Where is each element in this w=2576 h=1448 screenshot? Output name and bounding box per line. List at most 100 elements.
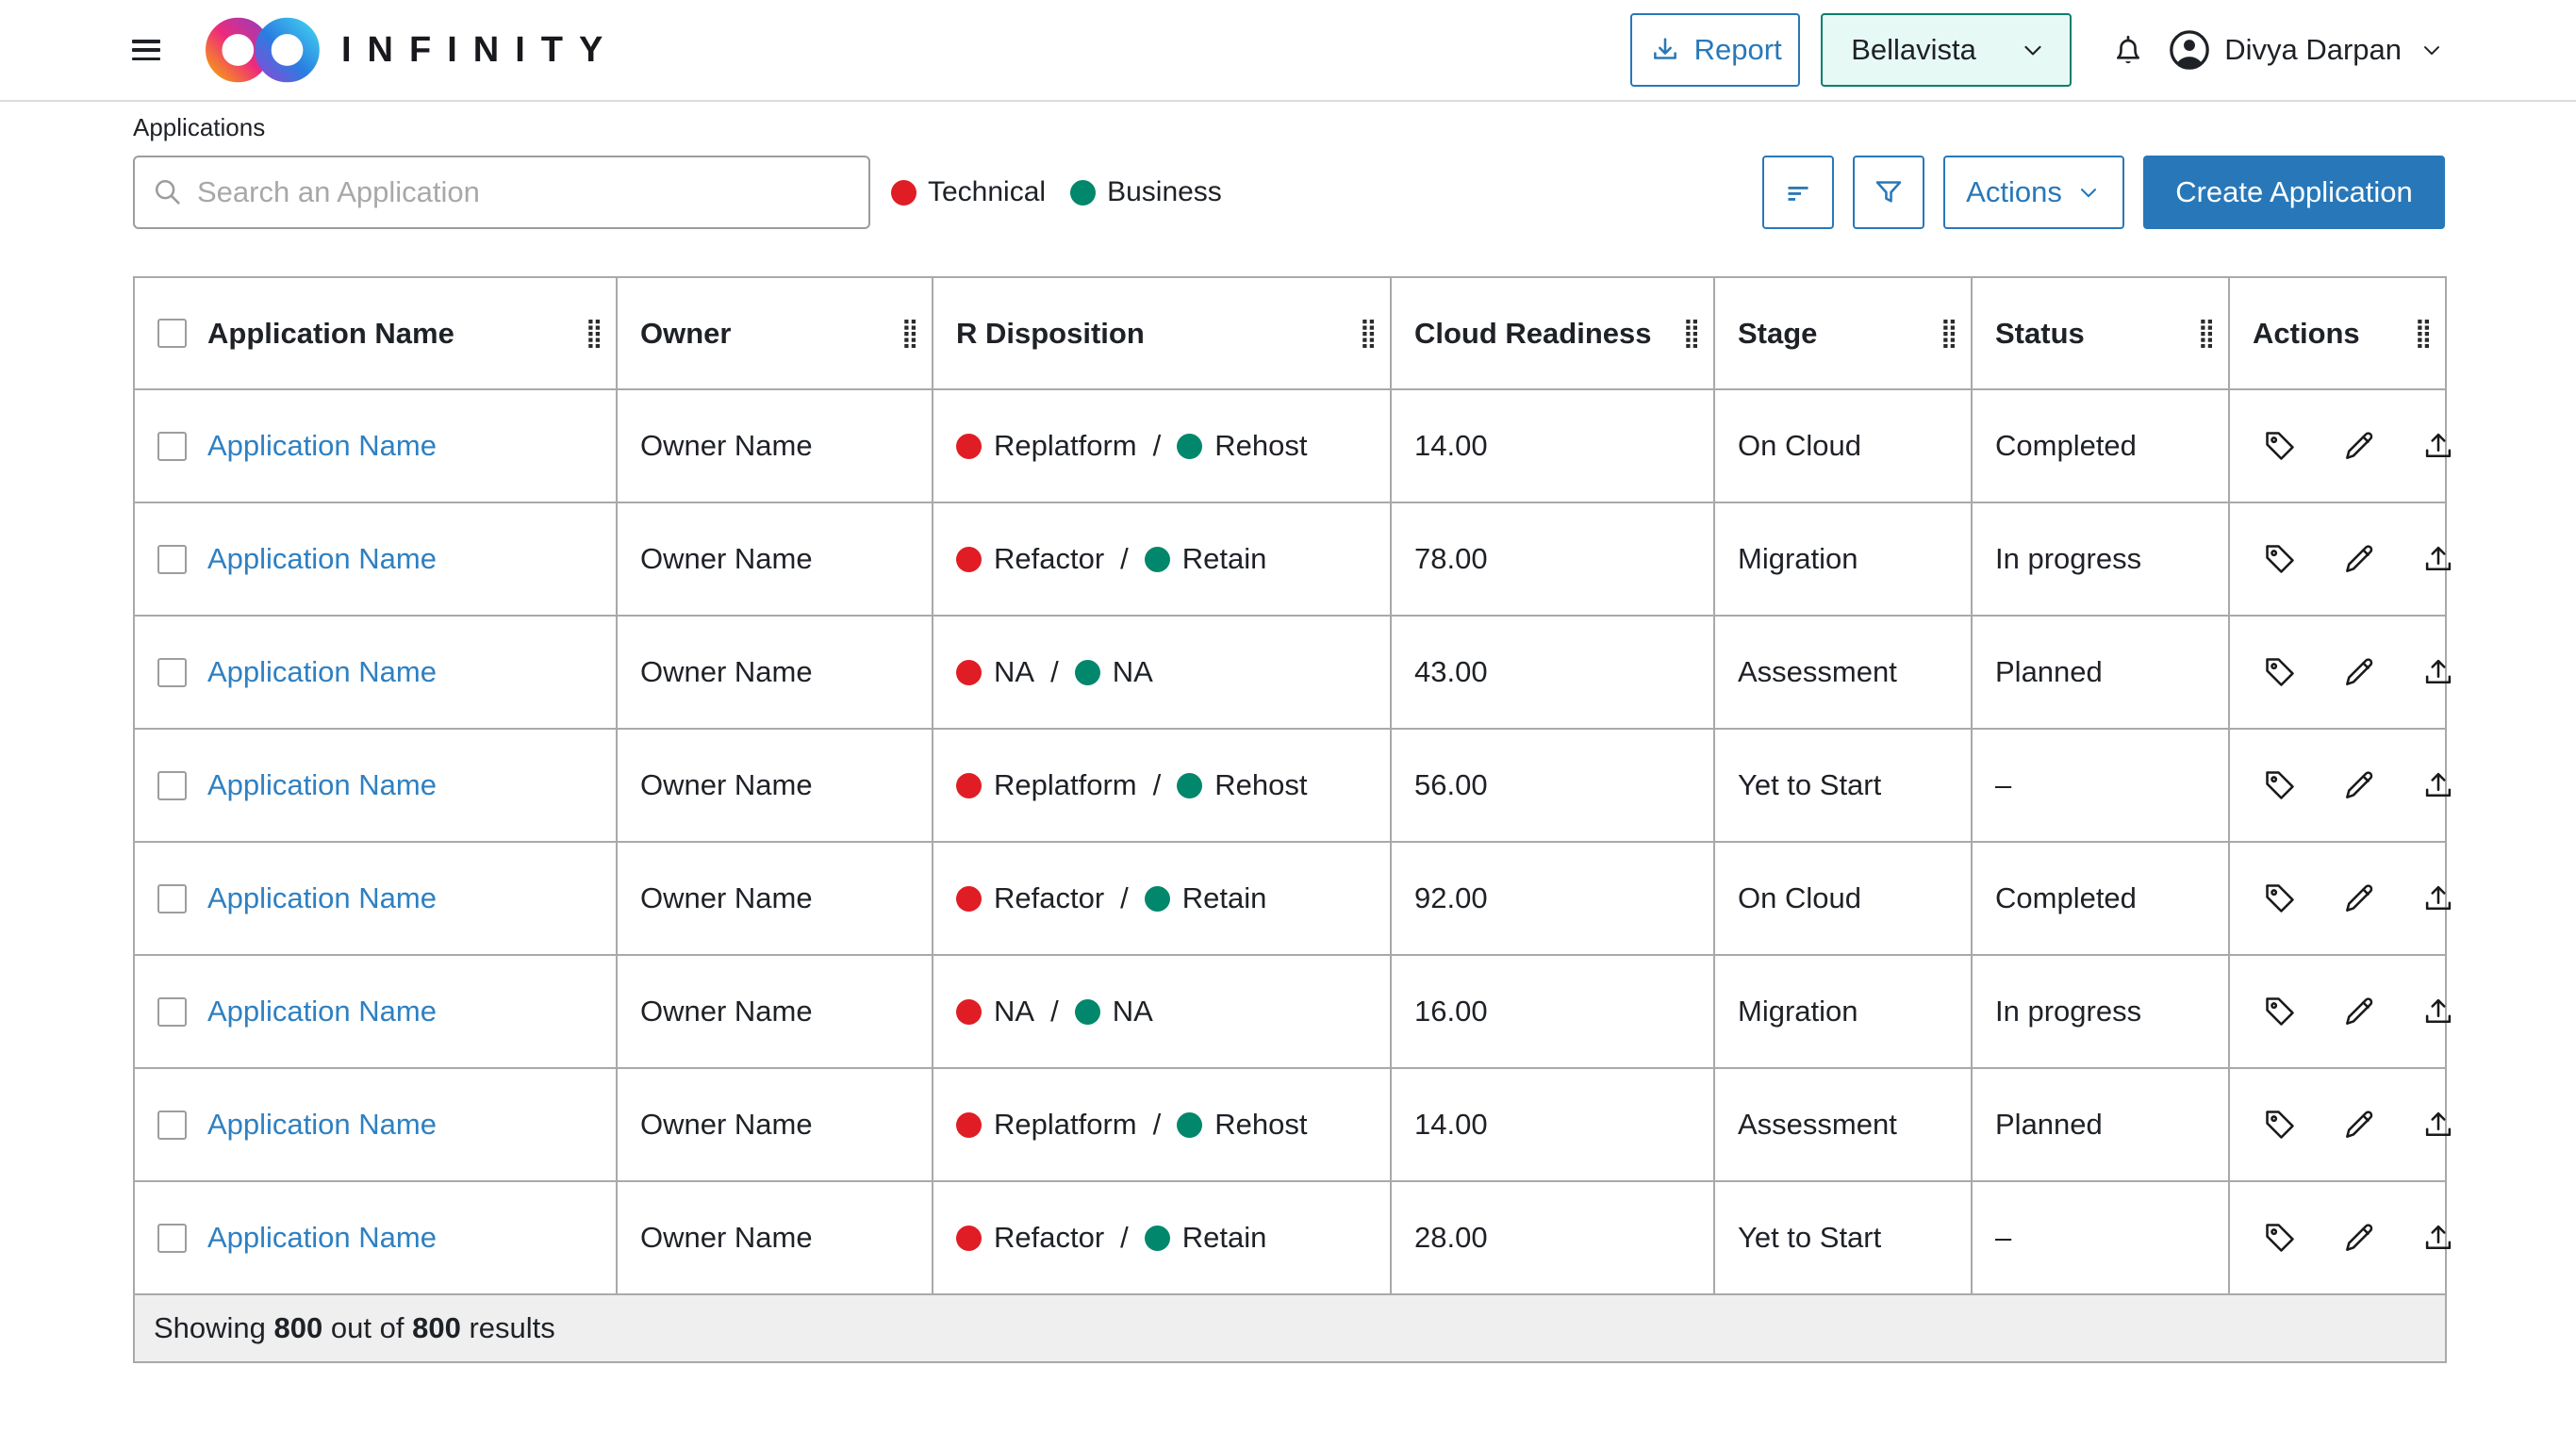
upload-icon[interactable] xyxy=(2420,1107,2456,1143)
column-header-status[interactable]: Status xyxy=(1971,276,2230,390)
upload-icon[interactable] xyxy=(2420,541,2456,577)
tag-icon[interactable] xyxy=(2262,428,2298,464)
report-button[interactable]: Report xyxy=(1630,13,1801,87)
column-header-application-name[interactable]: Application Name xyxy=(133,276,618,390)
row-checkbox[interactable] xyxy=(157,431,187,461)
report-label: Report xyxy=(1693,33,1782,66)
row-checkbox[interactable] xyxy=(157,657,187,687)
drag-handle-icon[interactable] xyxy=(588,319,601,348)
drag-handle-icon[interactable] xyxy=(904,319,916,348)
workspace-selector[interactable]: Bellavista xyxy=(1821,13,2072,87)
application-name-link[interactable]: Application Name xyxy=(207,429,437,462)
business-dot-icon xyxy=(1144,546,1170,572)
application-name-link[interactable]: Application Name xyxy=(207,655,437,688)
disposition-legend: Technical Business xyxy=(891,176,1233,208)
cloud-readiness-cell: 14.00 xyxy=(1390,388,1715,503)
application-name-link[interactable]: Application Name xyxy=(207,881,437,914)
tag-icon[interactable] xyxy=(2262,767,2298,803)
drag-handle-icon[interactable] xyxy=(1686,319,1698,348)
business-disposition: NA xyxy=(1112,995,1153,1028)
total-count: 800 xyxy=(412,1311,461,1344)
business-dot-icon xyxy=(1074,659,1100,685)
upload-icon[interactable] xyxy=(2420,994,2456,1029)
hamburger-menu-icon[interactable] xyxy=(132,38,164,62)
column-header-owner[interactable]: Owner xyxy=(616,276,933,390)
row-checkbox[interactable] xyxy=(157,1223,187,1253)
row-checkbox[interactable] xyxy=(157,996,187,1027)
r-disposition-cell: Replatform / Rehost xyxy=(956,1108,1375,1142)
stage-cell: On Cloud xyxy=(1713,841,1973,956)
row-checkbox[interactable] xyxy=(157,1110,187,1140)
application-name-link[interactable]: Application Name xyxy=(207,768,437,801)
edit-pencil-icon[interactable] xyxy=(2341,880,2377,916)
drag-handle-icon[interactable] xyxy=(2418,319,2430,348)
upload-icon[interactable] xyxy=(2420,767,2456,803)
tag-icon[interactable] xyxy=(2262,1220,2298,1256)
filter-button[interactable] xyxy=(1853,156,1924,229)
cloud-readiness-cell: 92.00 xyxy=(1390,841,1715,956)
stage-cell: Assessment xyxy=(1713,1067,1973,1182)
results-summary: Showing 800 out of 800 results xyxy=(133,1293,2447,1363)
select-all-checkbox[interactable] xyxy=(157,319,187,348)
r-disposition-cell: Refactor / Retain xyxy=(956,542,1375,576)
stage-cell: Yet to Start xyxy=(1713,1180,1973,1295)
technical-dot-icon xyxy=(956,1111,982,1138)
column-header-stage[interactable]: Stage xyxy=(1713,276,1973,390)
main-content: Applications Technical Business xyxy=(0,113,2576,1363)
edit-pencil-icon[interactable] xyxy=(2341,1220,2377,1256)
table-row: Application Name Owner Name NA / NA 43.0… xyxy=(133,615,2452,730)
application-name-link[interactable]: Application Name xyxy=(207,995,437,1028)
tag-icon[interactable] xyxy=(2262,541,2298,577)
edit-pencil-icon[interactable] xyxy=(2341,541,2377,577)
column-header-actions[interactable]: Actions xyxy=(2228,276,2447,390)
create-application-button[interactable]: Create Application xyxy=(2143,156,2445,229)
upload-icon[interactable] xyxy=(2420,880,2456,916)
stage-cell: Migration xyxy=(1713,502,1973,617)
edit-pencil-icon[interactable] xyxy=(2341,994,2377,1029)
owner-cell: Owner Name xyxy=(616,388,933,503)
upload-icon[interactable] xyxy=(2420,1220,2456,1256)
sort-button[interactable] xyxy=(1762,156,1834,229)
technical-dot-icon xyxy=(956,659,982,685)
r-disposition-cell: Replatform / Rehost xyxy=(956,768,1375,802)
application-name-link[interactable]: Application Name xyxy=(207,542,437,575)
edit-pencil-icon[interactable] xyxy=(2341,1107,2377,1143)
application-name-link[interactable]: Application Name xyxy=(207,1221,437,1254)
row-checkbox[interactable] xyxy=(157,544,187,574)
technical-disposition: Refactor xyxy=(994,881,1105,914)
edit-pencil-icon[interactable] xyxy=(2341,767,2377,803)
app-header: INFINITY Report Bellavista xyxy=(0,0,2576,102)
row-checkbox[interactable] xyxy=(157,883,187,913)
user-menu[interactable]: Divya Darpan xyxy=(2168,28,2445,72)
sort-icon xyxy=(1788,187,1808,201)
owner-cell: Owner Name xyxy=(616,841,933,956)
technical-disposition: NA xyxy=(994,655,1035,688)
notifications-bell-icon[interactable] xyxy=(2109,30,2147,70)
drag-handle-icon[interactable] xyxy=(2201,319,2213,348)
business-disposition: Retain xyxy=(1181,1221,1267,1254)
table-row: Application Name Owner Name Replatform /… xyxy=(133,388,2452,503)
tag-icon[interactable] xyxy=(2262,1107,2298,1143)
upload-icon[interactable] xyxy=(2420,654,2456,690)
actions-dropdown-button[interactable]: Actions xyxy=(1943,156,2124,229)
row-checkbox[interactable] xyxy=(157,770,187,800)
tag-icon[interactable] xyxy=(2262,994,2298,1029)
application-name-link[interactable]: Application Name xyxy=(207,1108,437,1141)
tag-icon[interactable] xyxy=(2262,880,2298,916)
edit-pencil-icon[interactable] xyxy=(2341,654,2377,690)
column-header-cloud-readiness[interactable]: Cloud Readiness xyxy=(1390,276,1715,390)
stage-cell: Yet to Start xyxy=(1713,728,1973,843)
drag-handle-icon[interactable] xyxy=(1943,319,1956,348)
status-cell: – xyxy=(1971,728,2230,843)
technical-dot-icon xyxy=(956,433,982,459)
r-disposition-cell: Refactor / Retain xyxy=(956,881,1375,915)
column-header-r-disposition[interactable]: R Disposition xyxy=(932,276,1392,390)
drag-handle-icon[interactable] xyxy=(1362,319,1375,348)
business-disposition: Retain xyxy=(1181,881,1267,914)
edit-pencil-icon[interactable] xyxy=(2341,428,2377,464)
upload-icon[interactable] xyxy=(2420,428,2456,464)
technical-disposition: NA xyxy=(994,995,1035,1028)
search-input[interactable] xyxy=(197,175,851,209)
tag-icon[interactable] xyxy=(2262,654,2298,690)
workspace-name: Bellavista xyxy=(1851,33,1976,66)
